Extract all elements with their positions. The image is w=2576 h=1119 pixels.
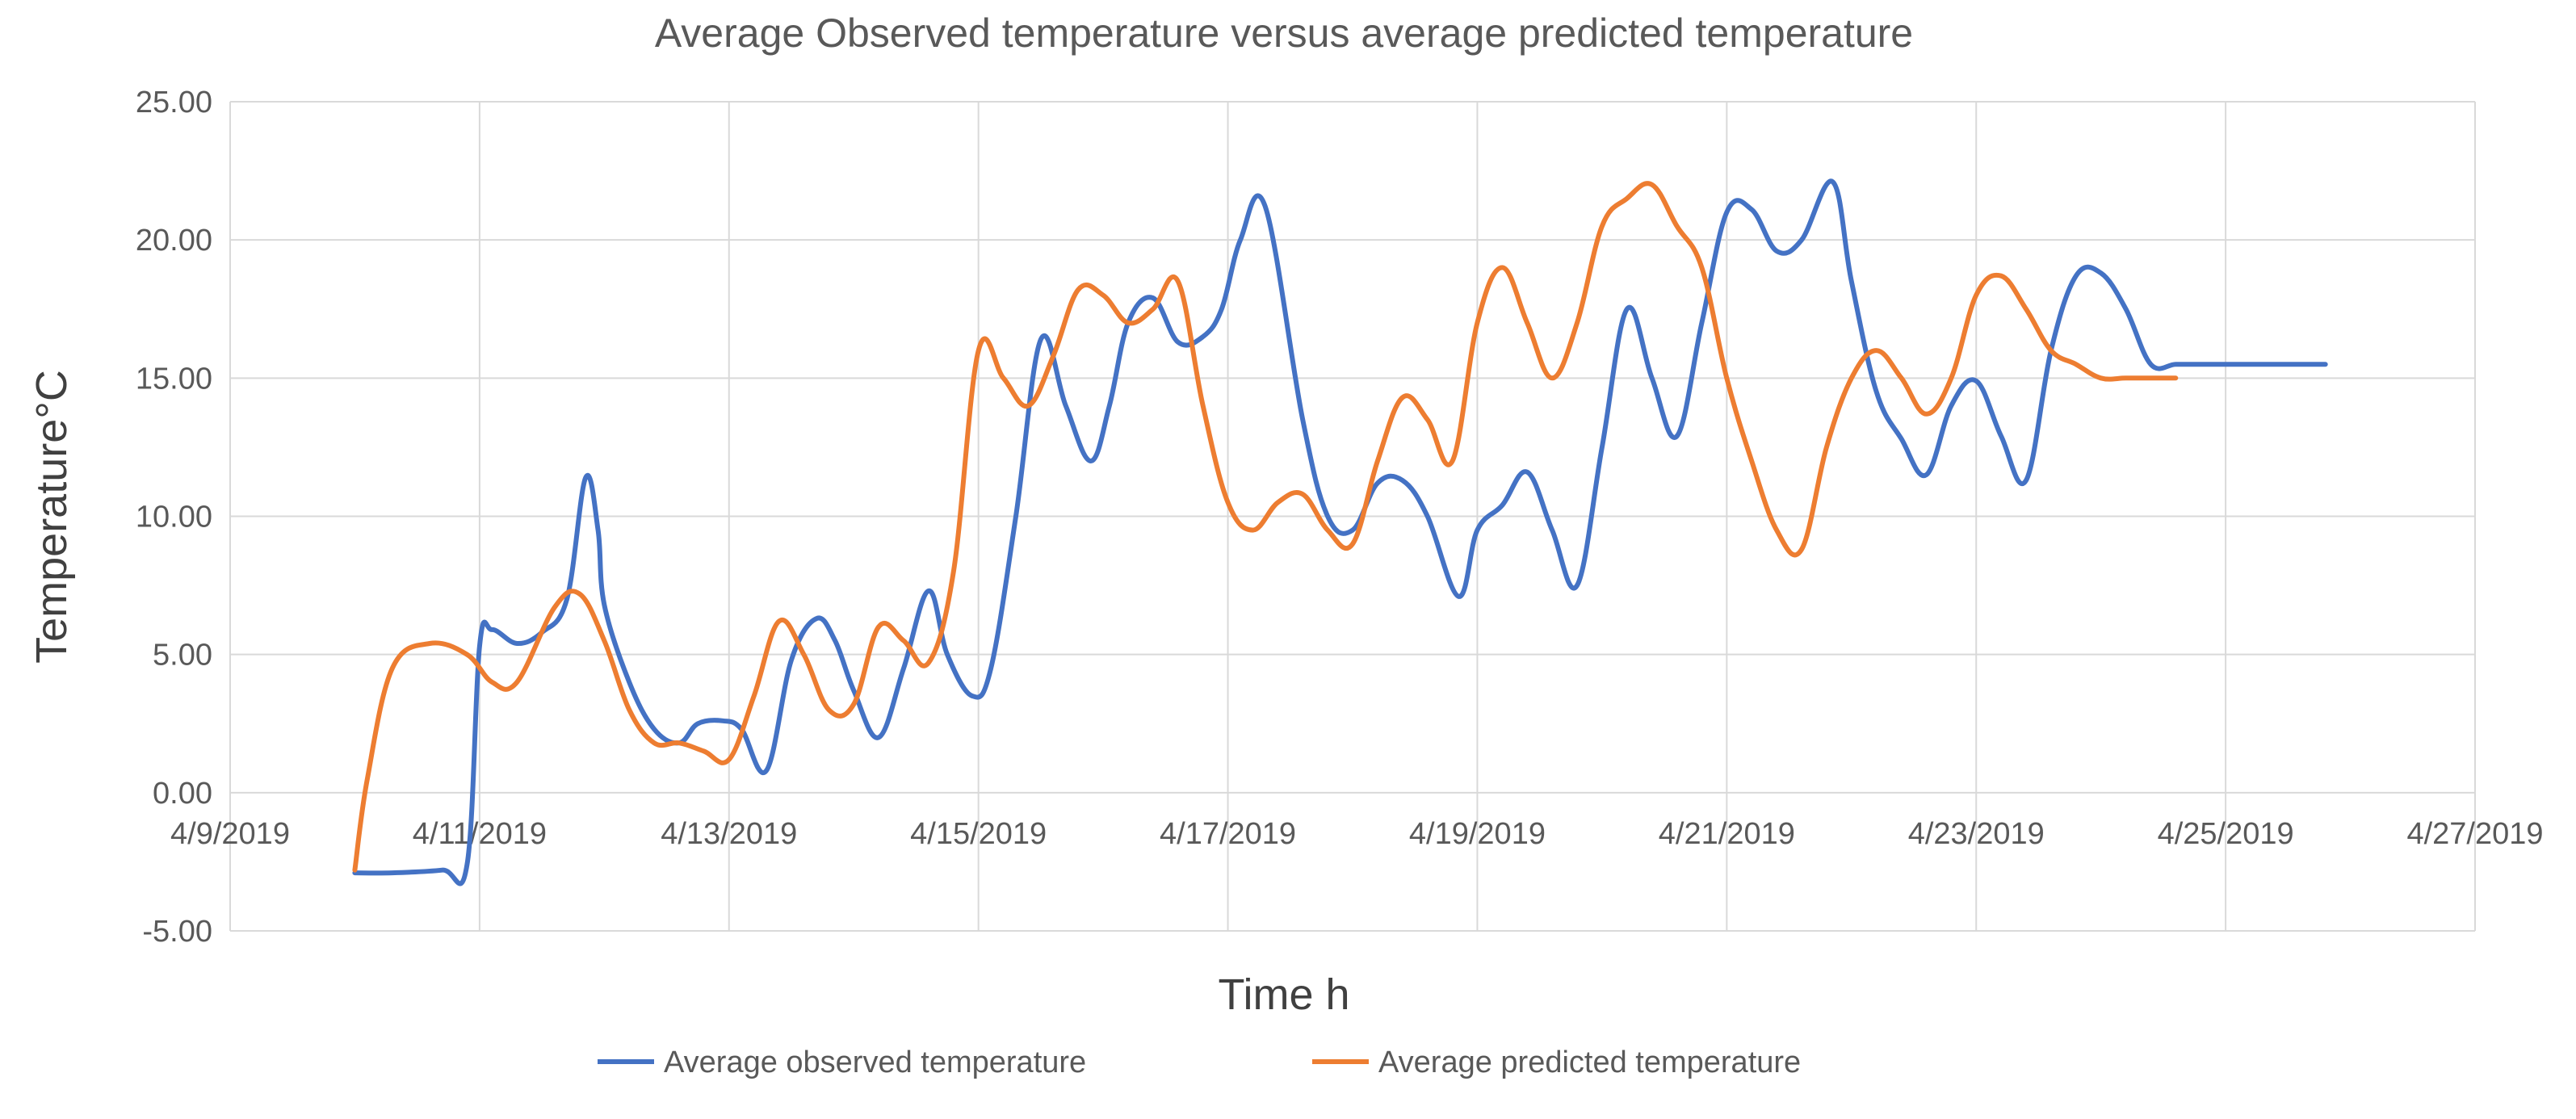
x-tick-label: 4/25/2019: [2158, 817, 2294, 851]
y-tick-label: 20.00: [136, 224, 212, 258]
y-axis-title: Temperature°C: [27, 370, 76, 664]
chart-title: Average Observed temperature versus aver…: [655, 10, 1913, 56]
observed-temperature-line: [352, 178, 2328, 886]
legend-label: Average observed temperature: [664, 1046, 1086, 1079]
y-tick-label: 0.00: [153, 777, 212, 811]
predicted-temperature-line: [352, 181, 2179, 873]
x-axis-ticks: 4/9/2019 4/11/2019 4/13/2019 4/15/2019 4/17/…: [170, 817, 2543, 851]
y-tick-label: -5.00: [142, 915, 212, 949]
x-tick-label: 4/27/2019: [2406, 817, 2543, 851]
x-tick-label: 4/13/2019: [661, 817, 797, 851]
x-tick-label: 4/23/2019: [1908, 817, 2045, 851]
y-tick-label: 10.00: [136, 501, 212, 534]
gridlines: [229, 101, 2476, 932]
y-axis-ticks: -5.00 0.00 5.00 10.00 15.00 20.00 25.00: [136, 86, 212, 949]
x-tick-label: 4/9/2019: [170, 817, 290, 851]
legend: Average observed temperature Average pred…: [598, 1046, 1801, 1079]
x-tick-label: 4/11/2019: [413, 817, 547, 851]
x-axis-title: Time h: [1218, 970, 1349, 1019]
y-tick-label: 5.00: [153, 639, 212, 673]
x-tick-label: 4/17/2019: [1160, 817, 1296, 851]
y-tick-label: 15.00: [136, 362, 212, 396]
legend-label: Average predicted temperature: [1378, 1046, 1801, 1079]
x-tick-label: 4/15/2019: [910, 817, 1047, 851]
x-tick-label: 4/19/2019: [1409, 817, 1546, 851]
series-lines: [352, 178, 2328, 886]
x-tick-label: 4/21/2019: [1659, 817, 1795, 851]
y-tick-label: 25.00: [136, 86, 212, 119]
